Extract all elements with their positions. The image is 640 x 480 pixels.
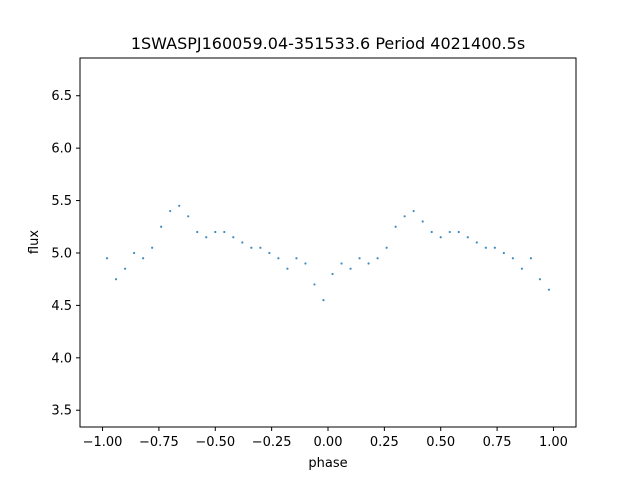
data-point <box>196 230 199 234</box>
data-point <box>367 262 370 265</box>
data-point <box>484 246 487 249</box>
data-point <box>412 209 415 213</box>
data-point <box>313 283 316 286</box>
data-point <box>475 241 478 244</box>
data-point <box>394 225 397 228</box>
x-tick-label: 1.00 <box>539 435 568 450</box>
data-point <box>223 230 226 234</box>
data-point <box>241 241 244 244</box>
y-axis-label: flux <box>27 230 42 254</box>
data-point <box>268 251 271 255</box>
data-point <box>142 257 145 260</box>
data-point <box>340 262 343 265</box>
y-tick-label: 4.0 <box>51 351 72 366</box>
y-tick-label: 6.0 <box>51 142 72 157</box>
data-point <box>105 257 109 260</box>
data-point <box>421 220 424 223</box>
x-tick-label: −0.50 <box>195 435 235 450</box>
data-point <box>358 257 361 260</box>
chart-title: 1SWASPJ160059.04-351533.6 Period 4021400… <box>131 34 525 53</box>
y-tick-label: 3.5 <box>51 404 72 419</box>
data-point <box>151 246 154 249</box>
data-point <box>133 251 136 255</box>
data-point <box>511 257 514 260</box>
data-point <box>349 267 352 270</box>
data-point <box>295 257 298 260</box>
x-axis: −1.00 −0.75 −0.50 −0.25 0.00 0.25 0.50 0.75 1.00 <box>83 427 568 450</box>
data-point <box>529 257 533 260</box>
data-point <box>466 236 469 239</box>
data-point <box>520 267 523 270</box>
data-point <box>547 288 551 291</box>
data-point <box>385 246 388 249</box>
data-point <box>502 251 505 255</box>
data-point <box>331 272 334 276</box>
data-point <box>493 246 496 249</box>
x-tick-label: 0.50 <box>426 435 455 450</box>
data-point <box>439 236 442 239</box>
y-tick-label: 6.5 <box>51 89 72 104</box>
data-point <box>376 257 379 260</box>
data-point <box>304 262 307 265</box>
x-axis-label: phase <box>308 456 347 471</box>
x-tick-label: −0.25 <box>252 435 292 450</box>
y-tick-label: 5.0 <box>51 246 72 261</box>
data-point <box>178 204 181 207</box>
data-point <box>123 267 127 270</box>
data-point <box>277 257 280 260</box>
data-point <box>457 230 460 234</box>
x-tick-label: −0.75 <box>139 435 179 450</box>
x-tick-label: −1.00 <box>83 435 123 450</box>
scatter-points <box>105 204 551 302</box>
y-tick-label: 5.5 <box>51 194 72 209</box>
data-point <box>403 215 406 218</box>
data-point <box>430 230 433 234</box>
y-tick-label: 4.5 <box>51 299 72 314</box>
plot-frame <box>79 57 577 428</box>
data-point <box>259 246 262 249</box>
y-axis: 3.5 4.0 4.5 5.0 5.5 6.0 6.5 <box>51 89 80 419</box>
data-point <box>205 236 208 239</box>
data-point <box>322 299 325 302</box>
data-point <box>187 215 190 218</box>
data-point <box>169 209 172 213</box>
data-point <box>286 267 289 270</box>
data-point <box>448 230 451 234</box>
x-tick-label: 0.25 <box>370 435 399 450</box>
data-point <box>232 236 235 239</box>
data-point <box>160 225 163 228</box>
x-tick-label: 0.00 <box>314 435 343 450</box>
data-point <box>538 278 542 281</box>
data-point <box>214 230 217 234</box>
x-tick-label: 0.75 <box>483 435 512 450</box>
data-point <box>250 246 253 249</box>
data-point <box>114 278 118 281</box>
